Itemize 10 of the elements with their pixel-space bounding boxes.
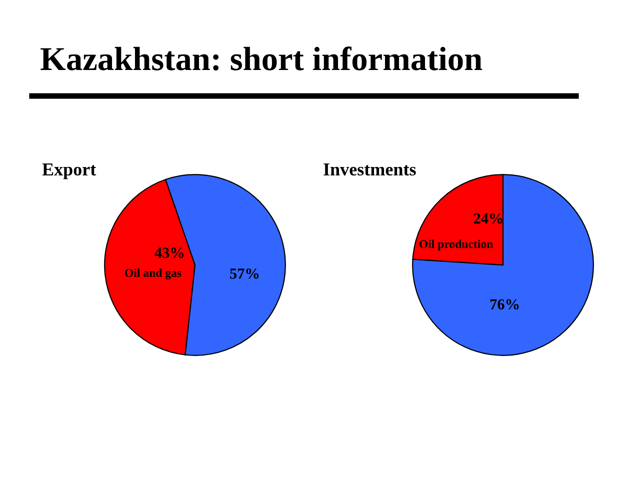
data-label: 76%	[490, 299, 519, 310]
text: Kazakhstan: short information	[40, 46, 482, 70]
slice-label: Oil and gas	[125, 268, 182, 280]
pie-slice	[412, 174, 594, 356]
slice-label: Oil production	[420, 240, 493, 250]
chart-title: Investments	[324, 164, 416, 176]
data-label: 43%	[154, 248, 184, 258]
chart-title: Export	[42, 164, 96, 180]
data-label: 24%	[474, 213, 502, 224]
data-label: 57%	[230, 268, 259, 279]
